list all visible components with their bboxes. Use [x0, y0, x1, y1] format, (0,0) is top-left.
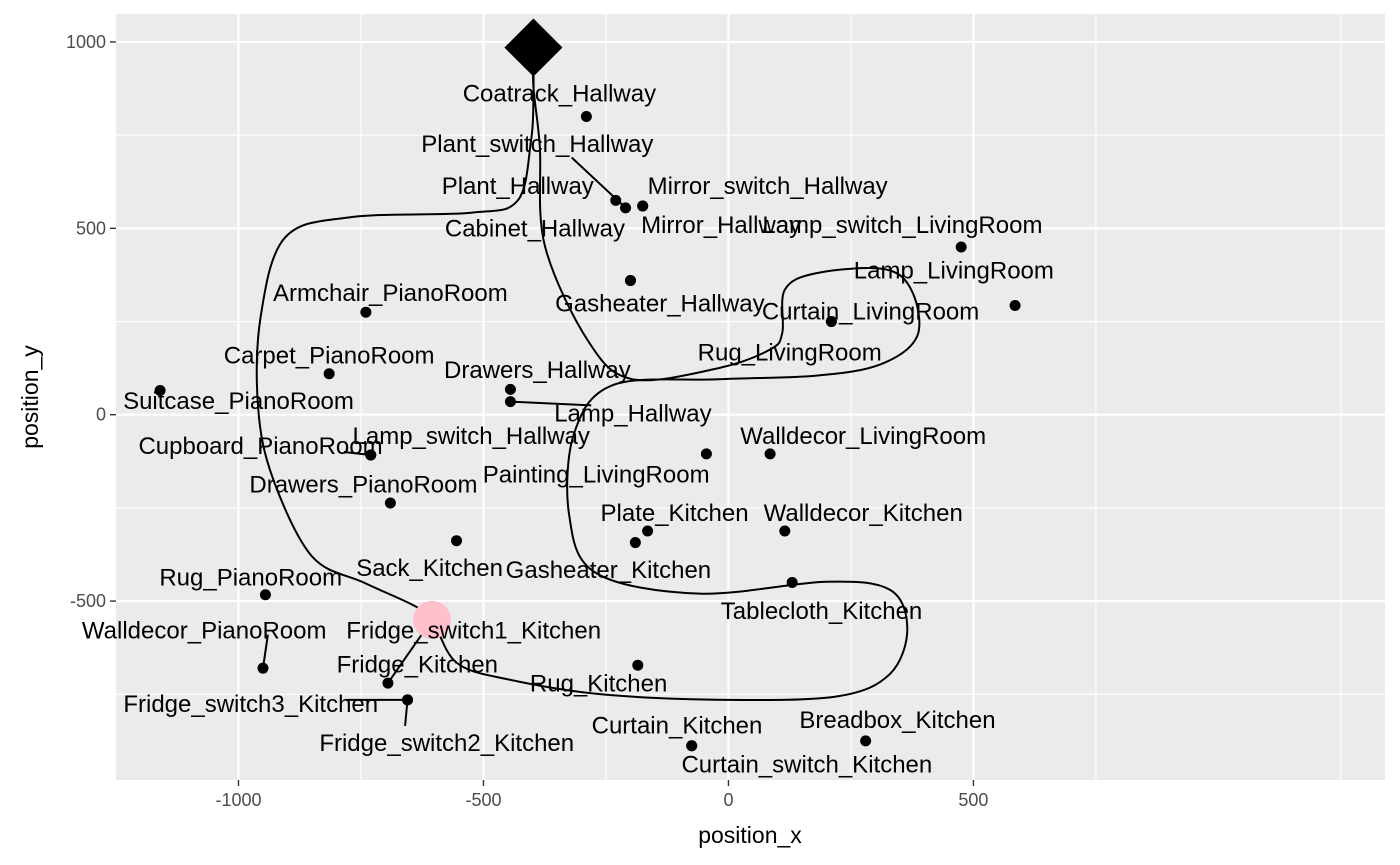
- data-point: [620, 202, 632, 214]
- end-marker-circle: [413, 600, 452, 639]
- x-axis-title: position_x: [698, 822, 802, 848]
- label-leader-line: [261, 634, 269, 669]
- point-label: Lamp_switch_LivingRoom: [762, 212, 1042, 239]
- data-point: [451, 535, 463, 547]
- y-tick-label: 500: [76, 218, 106, 238]
- data-point: [700, 448, 712, 460]
- y-axis-title: position_y: [17, 345, 43, 449]
- grid-minor: [116, 14, 1385, 780]
- data-point: [686, 740, 698, 752]
- label-leader-line: [510, 400, 592, 407]
- plot-panel: [116, 14, 1385, 780]
- data-point: [323, 368, 335, 380]
- x-tick-label: -500: [465, 790, 501, 810]
- point-label: Rug_PianoRoom: [159, 564, 342, 591]
- point-label: Fridge_switch3_Kitchen: [123, 691, 378, 718]
- point-label: Coatrack_Hallway: [463, 81, 656, 108]
- data-point: [580, 111, 592, 123]
- trajectory-layer: [255, 47, 921, 702]
- point-label: Walldecor_Kitchen: [764, 500, 963, 527]
- point-label: Mirror_switch_Hallway: [648, 173, 888, 200]
- point-label: Fridge_switch2_Kitchen: [319, 730, 574, 757]
- point-label: Walldecor_PianoRoom: [82, 617, 327, 644]
- data-point: [825, 316, 837, 328]
- data-point: [764, 448, 776, 460]
- point-label: Curtain_Kitchen: [592, 712, 763, 739]
- data-point: [154, 384, 166, 396]
- point-label: Armchair_PianoRoom: [273, 280, 508, 307]
- point-label: Plant_Hallway: [442, 173, 594, 200]
- data-point: [402, 694, 414, 706]
- data-point: [637, 200, 649, 212]
- point-label: Breadbox_Kitchen: [799, 707, 995, 734]
- data-point: [504, 396, 516, 408]
- start-end-markers: [413, 18, 563, 639]
- y-tick-label: -500: [70, 591, 106, 611]
- y-axis: -500 0 500 1000: [66, 32, 116, 611]
- point-label: Painting_LivingRoom: [483, 462, 710, 489]
- point-label: Carpet_PianoRoom: [224, 342, 435, 369]
- point-label: Fridge_switch1_Kitchen: [346, 617, 601, 644]
- data-point: [257, 662, 269, 674]
- point-label: Mirror_Hallway: [641, 212, 801, 239]
- point-label: Rug_LivingRoom: [698, 340, 882, 367]
- point-label: Lamp_LivingRoom: [854, 258, 1054, 285]
- point-label: Plant_switch_Hallway: [421, 131, 653, 158]
- point-label: Plate_Kitchen: [601, 500, 749, 527]
- point-label: Lamp_Hallway: [554, 400, 711, 427]
- point-label: Tablecloth_Kitchen: [721, 598, 922, 625]
- point-label: Suitcase_PianoRoom: [123, 388, 354, 415]
- point-label: Sack_Kitchen: [356, 555, 503, 582]
- data-point: [504, 383, 516, 395]
- x-tick-label: 500: [958, 790, 988, 810]
- point-label: Curtain_LivingRoom: [762, 299, 979, 326]
- point-label: Drawers_PianoRoom: [249, 471, 477, 498]
- point-label: Rug_Kitchen: [530, 670, 667, 697]
- point-label: Cupboard_PianoRoom: [138, 433, 382, 460]
- point-label: Drawers_Hallway: [444, 357, 631, 384]
- data-point: [642, 525, 654, 537]
- point-label: Fridge_Kitchen: [337, 652, 498, 679]
- data-point: [624, 275, 636, 287]
- data-point: [629, 537, 641, 549]
- data-point: [786, 576, 798, 588]
- data-point: [610, 194, 622, 206]
- data-point: [779, 525, 791, 537]
- data-point: [365, 449, 377, 461]
- point-label: Lamp_switch_Hallway: [353, 423, 590, 450]
- data-point: [632, 659, 644, 671]
- data-point: [360, 306, 372, 318]
- data-point: [382, 677, 394, 689]
- start-marker-diamond: [504, 18, 563, 77]
- point-label: Walldecor_LivingRoom: [740, 423, 986, 450]
- data-point: [384, 497, 396, 509]
- point-label: Gasheater_Hallway: [555, 290, 764, 317]
- data-point: [955, 241, 967, 253]
- x-tick-label: 0: [723, 790, 733, 810]
- point-label: Cabinet_Hallway: [445, 216, 625, 243]
- grid-major: [116, 14, 1385, 780]
- point-label: Curtain_switch_Kitchen: [681, 752, 932, 779]
- x-axis: -1000 -500 0 500: [215, 780, 988, 810]
- y-tick-label: 0: [96, 405, 106, 425]
- data-point: [860, 735, 872, 747]
- point-label: Gasheater_Kitchen: [506, 557, 711, 584]
- x-tick-label: -1000: [215, 790, 261, 810]
- data-point: [1009, 299, 1021, 311]
- data-point: [259, 589, 271, 601]
- y-tick-label: 1000: [66, 32, 106, 52]
- trajectory-path: [255, 47, 921, 702]
- point-labels: Coatrack_Hallway Plant_switch_Hallway Plan…: [82, 81, 1054, 779]
